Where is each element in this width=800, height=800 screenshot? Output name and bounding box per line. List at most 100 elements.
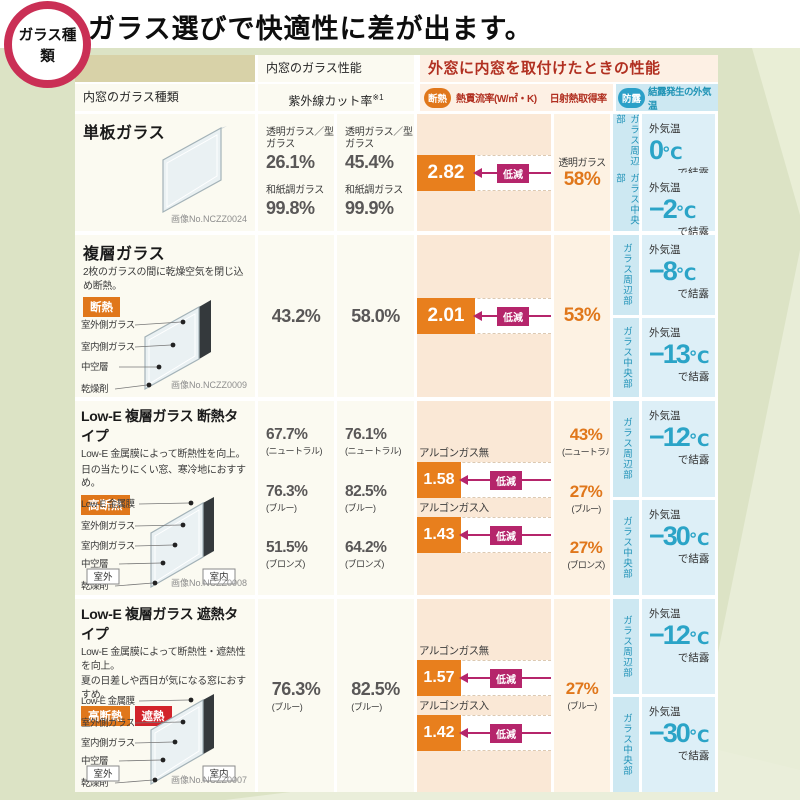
high-insulation-badge: 高断熱 [81, 494, 130, 515]
condensation-center: ガラス中央部 外気温 −30℃ で結露 [613, 499, 716, 595]
reduction-badge: 低減 [497, 163, 529, 183]
argon-label: アルゴンガス入 [419, 502, 489, 514]
solar-entry: 27% (ブルー) [565, 679, 599, 711]
glass-edge-label: ガラス周辺部 [613, 235, 639, 315]
inside-box-label: 室内 [209, 768, 228, 780]
solar-gain-label: 日射熱取得率 [549, 94, 608, 105]
solar-entry: 透明ガラス 58% [558, 158, 606, 190]
diagram-label: 乾燥剤 [81, 383, 108, 395]
table-row-double-glass: 複層ガラス 2枚のガラスの間に乾燥空気を閉じ込め断熱。 断熱 室外側ガラス [75, 235, 718, 397]
solar-gain-cell: 53% [554, 235, 610, 397]
uv-cut-footnote: ※1 [372, 93, 384, 102]
badges: 高断熱 遮熱 [81, 706, 255, 726]
uv-combined-cell: 58.0% [337, 235, 414, 397]
glass-type-desc-1: Low-E 金属膜によって断熱性を向上。 [81, 449, 246, 460]
diagram-label: 室外側ガラス [81, 520, 135, 532]
u-value-box: 2.01 [417, 298, 475, 334]
glass-center-label: ガラス中央部 [613, 317, 639, 397]
u-value-cell: 2.82 低減 [417, 114, 551, 231]
glass-type-cell: Low-E 複層ガラス 遮熱タイプ Low-E 金属膜によって断熱性・遮熱性を向… [75, 599, 255, 792]
temp-value: −12℃ [649, 422, 710, 452]
diagram-label: Low-E 金属膜 [81, 695, 136, 707]
uv-entry: 76.3% (ブルー) [271, 678, 321, 712]
reduction-badge: 低減 [497, 307, 529, 326]
u-value-label: 熱貫流率(W/㎡・K) [456, 94, 537, 105]
glass-type-cell: 単板ガラス 画像No.NCZZ0024 [75, 114, 255, 231]
condensation-label: 結露発生の外気温 [648, 86, 712, 112]
glass-type-desc: 2枚のガラスの間に乾燥空気を閉じ込め断熱。 [83, 267, 244, 292]
temp-cell: 外気温 −2℃ で結露 [642, 172, 715, 238]
reduction-badge: 低減 [490, 668, 522, 688]
image-number: 画像No.NCZZ0009 [170, 380, 247, 390]
diagram-label: 室内側ガラス [81, 540, 135, 552]
glass-type-circle-label: ガラス種類 [18, 27, 77, 65]
diagram-label: 中空層 [81, 558, 108, 570]
temp-value: −30℃ [649, 718, 710, 748]
header-metrics: 断熱 熱貫流率(W/㎡・K) 日射熱取得率 [420, 84, 613, 111]
condensation-badge: 防露 [618, 87, 646, 108]
header-outer-performance: 外窓に内窓を取付けたときの性能 [420, 55, 718, 82]
reduction-arrow: 低減 [473, 307, 551, 326]
glass-type-title: 複層ガラス [83, 246, 166, 263]
reduction-arrow: 低減 [459, 723, 551, 743]
image-number: 画像No.NCZZ0024 [170, 214, 247, 224]
double-pane-diagram: Low-E 金属膜 室外側ガラス 室内側ガラス 中空層 乾燥剤 室外 室内 [81, 497, 236, 592]
glass-type-desc-1: Low-E 金属膜によって断熱性・遮熱性を向上。 [81, 647, 246, 672]
u-value-box: 2.82 [417, 154, 475, 191]
insulation-type-badge: 断熱 [83, 297, 120, 317]
uv-combined-cell: 82.5% (ブルー) [337, 599, 414, 792]
high-insulation-badge: 高断熱 [81, 706, 130, 726]
uv-inner-cell: 76.3% (ブルー) [258, 599, 334, 792]
uv-entry: 67.7% (ニュートラル) [266, 426, 323, 457]
badges: 断熱 [83, 297, 255, 317]
outside-box-label: 室外 [93, 571, 113, 583]
badges: 高断熱 [81, 494, 255, 515]
image-number: 画像No.NCZZ0008 [170, 578, 247, 588]
uv-entry: 透明ガラス／型ガラス 26.1% [266, 126, 334, 172]
glass-type-desc-2: 夏の日差しや西日が気になる窓におすすめ。 [81, 676, 246, 701]
diagram-label: 室内側ガラス [81, 737, 135, 749]
glass-type-title: Low-E 複層ガラス 遮熱タイプ [81, 606, 238, 642]
uv-entry: 透明ガラス／型ガラス 45.4% [345, 126, 413, 172]
header-glass-type: 内窓のガラス種類 [75, 84, 255, 111]
condensation-center: ガラス中央部 外気温 −2℃ で結露 [613, 172, 715, 238]
table-header-row-2: 内窓のガラス種類 紫外線カット率※1 断熱 熱貫流率(W/㎡・K) 日射熱取得率… [75, 84, 718, 111]
temp-value: 0℃ [649, 135, 683, 165]
reduction-arrow: 低減 [459, 668, 551, 688]
condensation-edge: ガラス周辺部 外気温 −8℃ で結露 [613, 235, 715, 315]
reduction-badge: 低減 [490, 471, 522, 490]
argon-label: アルゴンガス入 [419, 699, 489, 712]
u-value-box: 1.57 [417, 659, 461, 696]
u-value-band: 2.01 低減 [417, 298, 551, 334]
table-row-lowe-shading: Low-E 複層ガラス 遮熱タイプ Low-E 金属膜によって断熱性・遮熱性を向… [75, 599, 718, 792]
insulation-badge: 断熱 [424, 87, 452, 108]
solar-entry: 27% (ブロンズ) [567, 538, 605, 571]
temp-value: −12℃ [649, 620, 710, 650]
glass-type-title: Low-E 複層ガラス 断熱タイプ [81, 408, 238, 444]
u-value-box: 1.58 [417, 462, 461, 498]
u-value-band: 1.57 低減 [417, 659, 551, 696]
uv-entry: 51.5% (ブロンズ) [266, 538, 308, 569]
inside-box-label: 室内 [209, 571, 228, 583]
uv-entry: 82.5% (ブルー) [351, 678, 400, 712]
condensation-cell: ガラス周辺部 外気温 −12℃ で結露 ガラス中央部 外気温 −30℃ で結露 [613, 401, 716, 595]
temp-value: −13℃ [649, 338, 710, 369]
table-row-single-glass: 単板ガラス 画像No.NCZZ0024 透明ガラス／型ガラス 26.1% 和紙調… [75, 114, 718, 238]
uv-entry: 82.5% (ブルー) [345, 482, 387, 513]
double-pane-diagram: Low-E 金属膜 室外側ガラス 室内側ガラス 中空層 乾燥剤 室外 室内 [81, 694, 236, 789]
glass-center-label: ガラス中央部 [613, 499, 639, 595]
uv-entry: 和紙調ガラス 99.9% [345, 185, 403, 218]
condensation-edge: ガラス周辺部 外気温 −12℃ で結露 [613, 599, 716, 694]
temp-value: −8℃ [649, 256, 697, 286]
solar-gain-cell: 27% (ブルー) [554, 599, 610, 792]
u-value-band: 1.58 低減 [417, 462, 551, 498]
image-number: 画像No.NCZZ0007 [170, 775, 247, 785]
glass-edge-label: ガラス周辺部 [613, 114, 639, 173]
glass-center-label: ガラス中央部 [613, 697, 639, 792]
temp-cell: 外気温 −8℃ で結露 [642, 235, 715, 315]
u-value-band: 1.43 低減 [417, 517, 551, 553]
solar-gain-cell: 43% (ニュートラル) 27% (ブルー) 27% (ブロンズ) [554, 401, 610, 595]
solar-entry: 53% [563, 305, 601, 326]
glass-edge-label: ガラス周辺部 [613, 599, 639, 694]
diagram-label: Low-E 金属膜 [81, 498, 136, 510]
